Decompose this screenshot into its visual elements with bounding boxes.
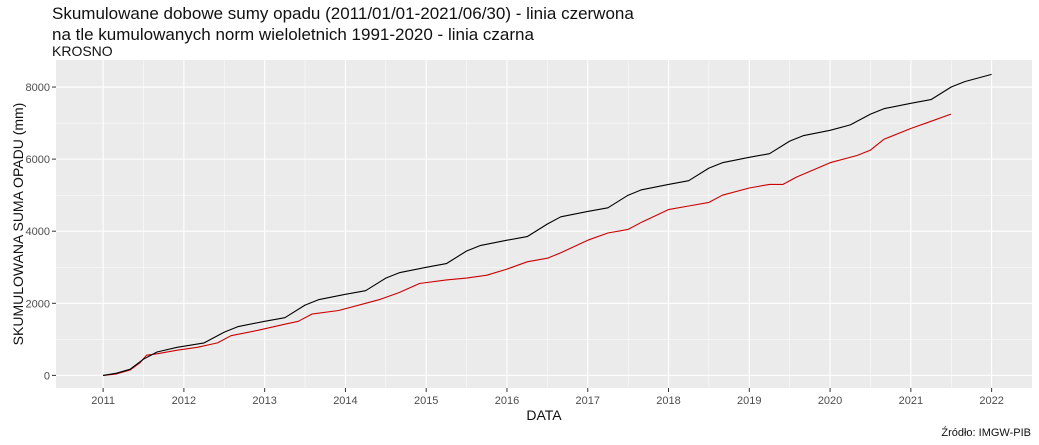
chart-title-line2: na tle kumulowanych norm wieloletnich 19… [52,25,534,44]
plot-panel [56,60,1032,388]
x-tick-label: 2015 [414,395,438,407]
source-note: Źródło: IMGW-PIB [941,427,1031,439]
y-tick-label: 2000 [26,298,50,310]
x-tick-label: 2019 [737,395,761,407]
x-axis-title: DATA [526,407,562,423]
minor-grid [56,60,1032,388]
x-tick-label: 2014 [333,395,357,407]
y-tick-label: 8000 [26,82,50,94]
x-tick-label: 2018 [656,395,680,407]
x-tick-label: 2013 [252,395,276,407]
x-tick-label: 2021 [899,395,923,407]
y-tick-label: 4000 [26,226,50,238]
major-grid [56,60,1032,388]
y-tick-label: 6000 [26,154,50,166]
x-tick-label: 2012 [172,395,196,407]
x-tick-label: 2016 [495,395,519,407]
x-tick-label: 2020 [818,395,842,407]
x-axis: 2011 2012 2013 2014 2015 2016 2017 2018 2019 2020… [91,388,1004,407]
x-tick-label: 2017 [576,395,600,407]
x-tick-label: 2011 [91,395,115,407]
series-line-norm [103,73,992,376]
chart-title: Skumulowane dobowe sumy opadu (2011/01/0… [52,3,634,45]
chart-subtitle: KROSNO [52,43,113,59]
y-axis: 0 2000 4000 6000 8000 [26,82,56,382]
chart-title-line1: Skumulowane dobowe sumy opadu (2011/01/0… [52,4,634,23]
series-layer [103,73,992,376]
x-tick-label: 2022 [979,395,1003,407]
series-line-observed [103,113,952,376]
y-axis-title: SKUMULOWANA SUMA OPADU (mm) [10,103,26,346]
y-tick-label: 0 [44,370,50,382]
